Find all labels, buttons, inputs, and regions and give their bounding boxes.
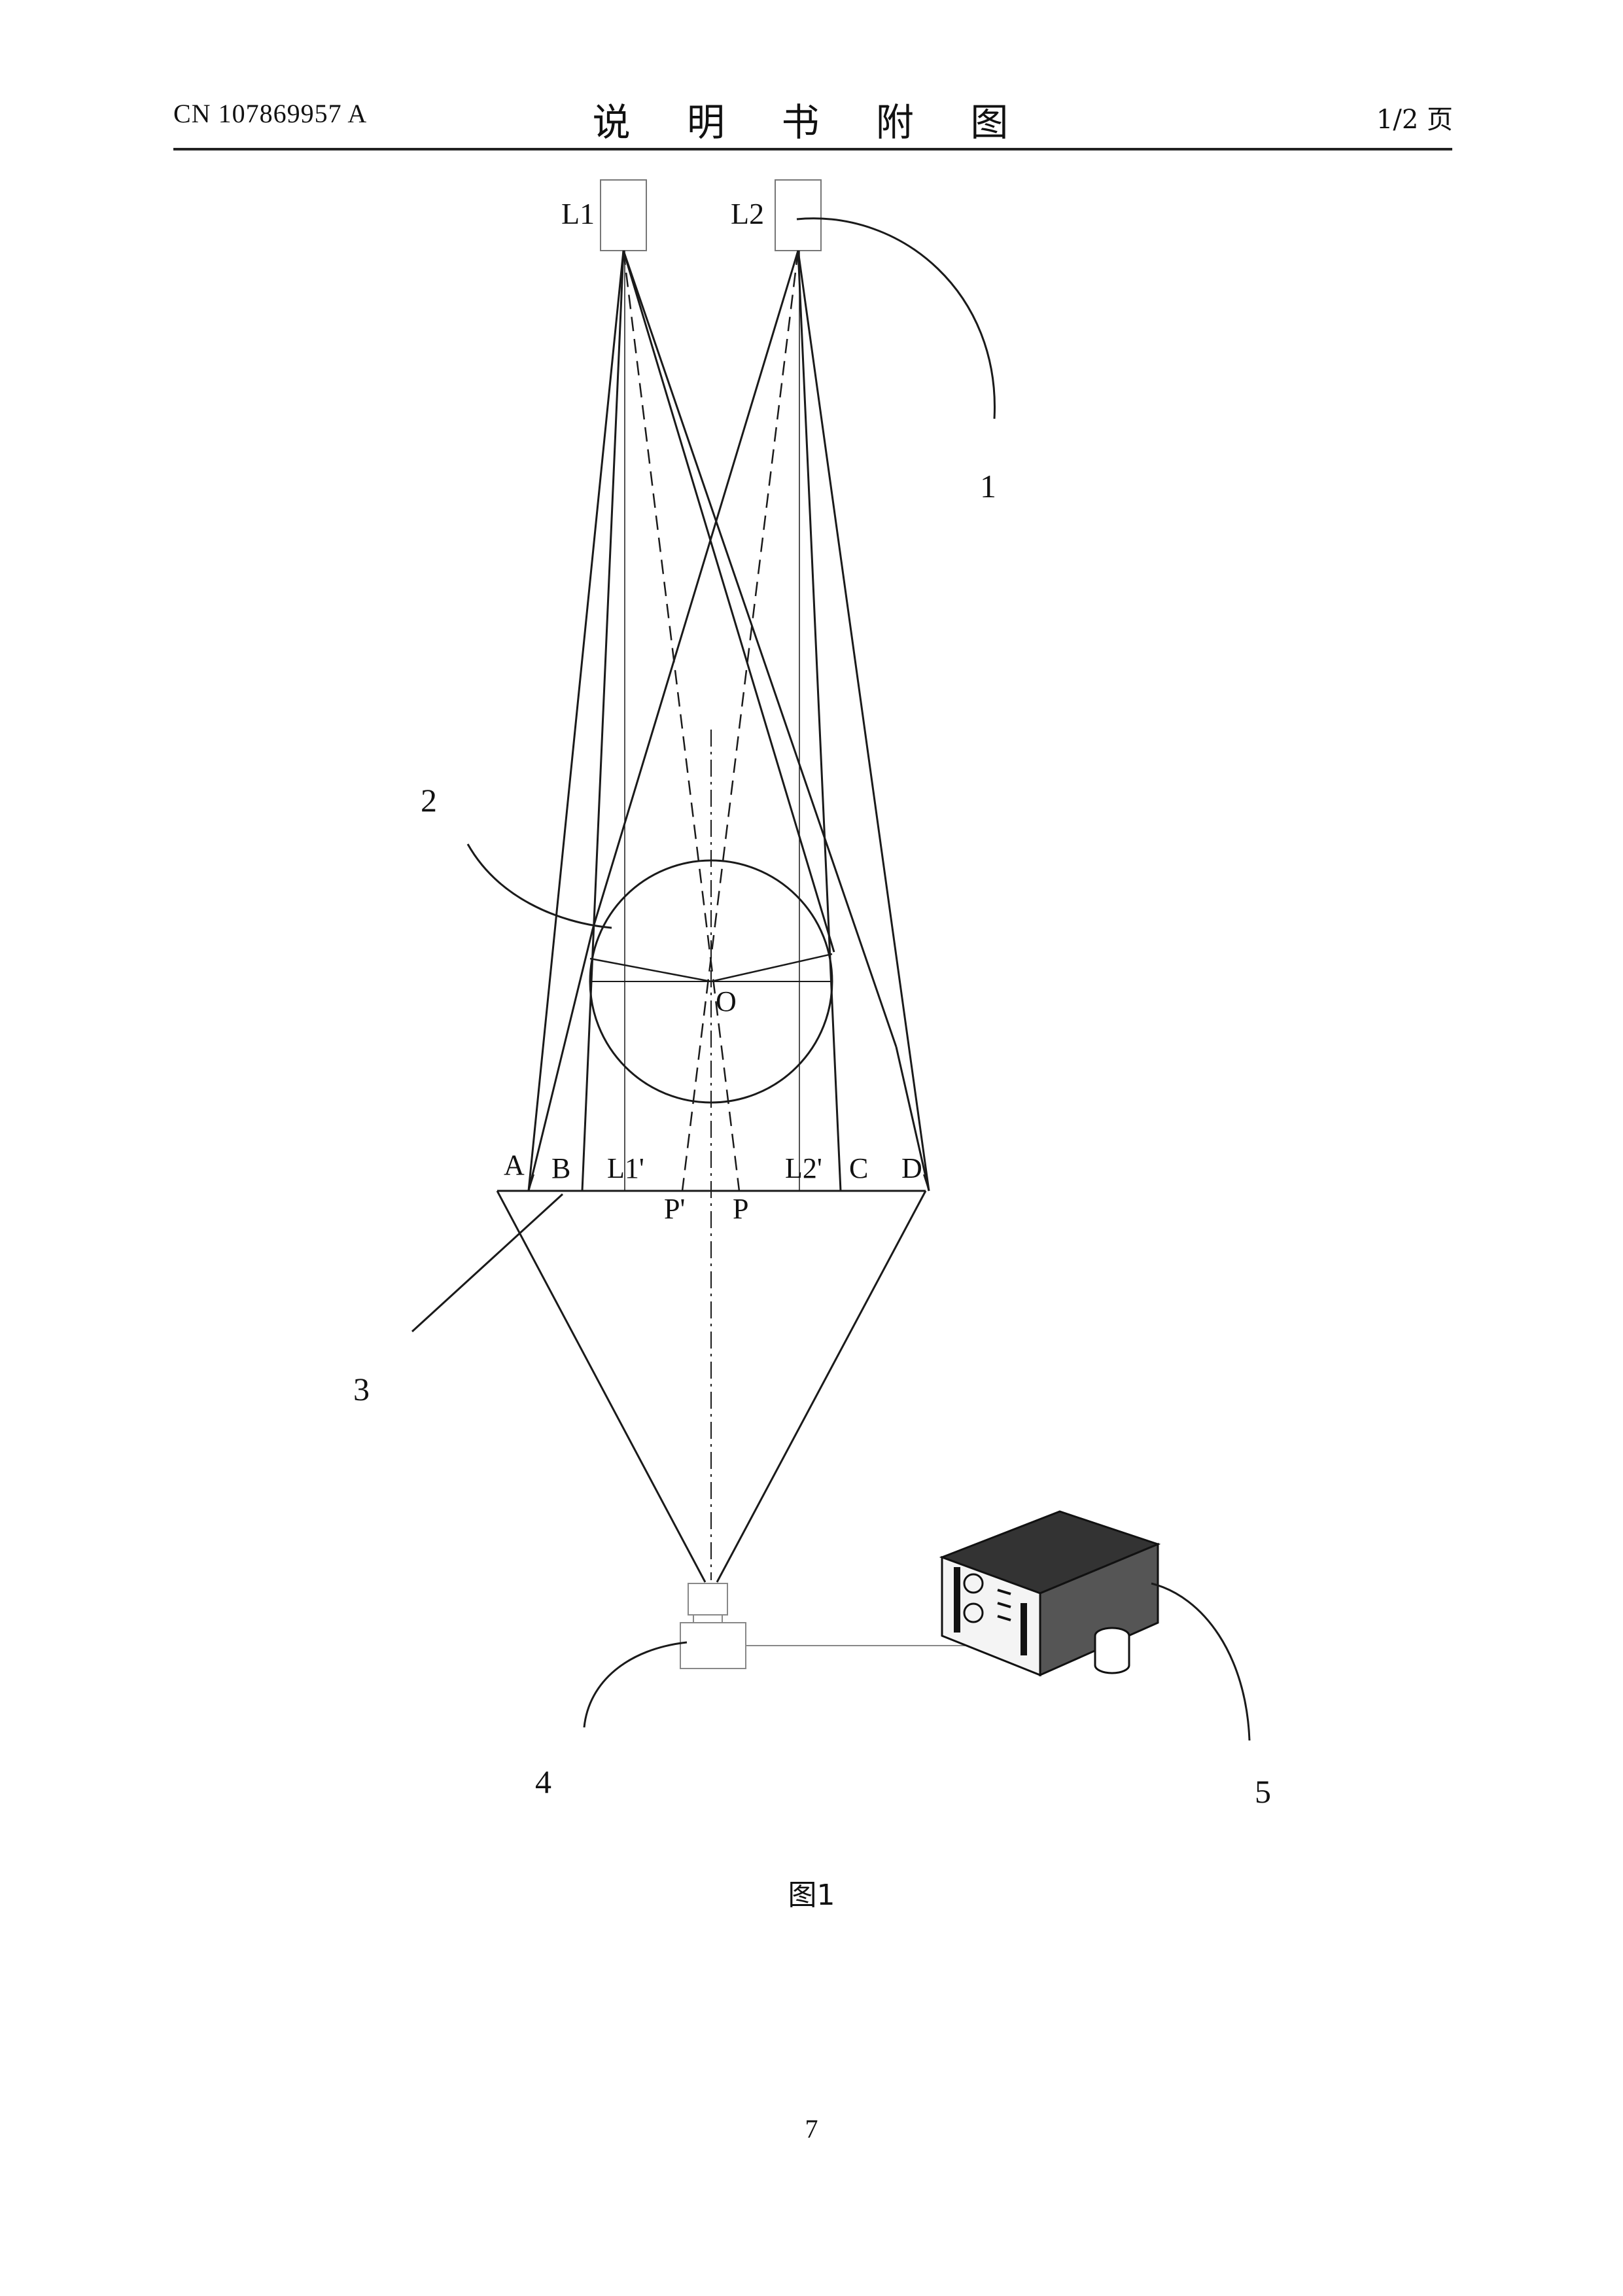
computer-unit bbox=[942, 1511, 1158, 1675]
ray-l2-b bbox=[798, 251, 841, 1191]
figure-caption: 图1 bbox=[0, 1871, 1623, 1913]
radius-left bbox=[590, 959, 711, 981]
callout-leader-3 bbox=[412, 1194, 563, 1332]
label-b: B bbox=[551, 1152, 570, 1184]
callout-leader-4 bbox=[584, 1642, 687, 1727]
camera-view-right bbox=[717, 1191, 926, 1582]
label-l1: L1 bbox=[561, 197, 595, 230]
page-number: 7 bbox=[0, 2113, 1623, 2144]
callout-leader-1 bbox=[797, 219, 994, 419]
dashed-ray-l1 bbox=[623, 251, 739, 1191]
label-p-prime: P' bbox=[664, 1193, 685, 1225]
dashed-ray-l2 bbox=[682, 251, 798, 1191]
label-l1-prime: L1' bbox=[607, 1152, 644, 1184]
callout-leader-5 bbox=[1151, 1583, 1249, 1740]
camera bbox=[680, 1583, 746, 1669]
callout-3: 3 bbox=[353, 1371, 370, 1407]
callout-5: 5 bbox=[1255, 1773, 1271, 1810]
ray-l2-c bbox=[593, 251, 798, 929]
callout-1: 1 bbox=[980, 468, 996, 504]
radius-right bbox=[711, 954, 832, 981]
ray-l1-a bbox=[529, 251, 623, 1191]
callout-4: 4 bbox=[535, 1763, 551, 1800]
light-source-l1 bbox=[601, 180, 646, 251]
label-o: O bbox=[716, 985, 737, 1017]
light-source-l2 bbox=[775, 180, 821, 251]
label-l2: L2 bbox=[731, 197, 764, 230]
ray-l1-b bbox=[582, 251, 623, 1191]
ray-l2-a bbox=[798, 251, 929, 1191]
callout-2: 2 bbox=[421, 782, 437, 819]
label-d: D bbox=[901, 1152, 922, 1184]
callout-leader-2 bbox=[468, 844, 612, 928]
label-a: A bbox=[504, 1149, 525, 1181]
camera-view-left bbox=[497, 1191, 705, 1582]
label-l2-prime: L2' bbox=[785, 1152, 822, 1184]
ray-l1-c bbox=[623, 251, 896, 1047]
label-c: C bbox=[849, 1152, 868, 1184]
label-p: P bbox=[733, 1193, 748, 1225]
